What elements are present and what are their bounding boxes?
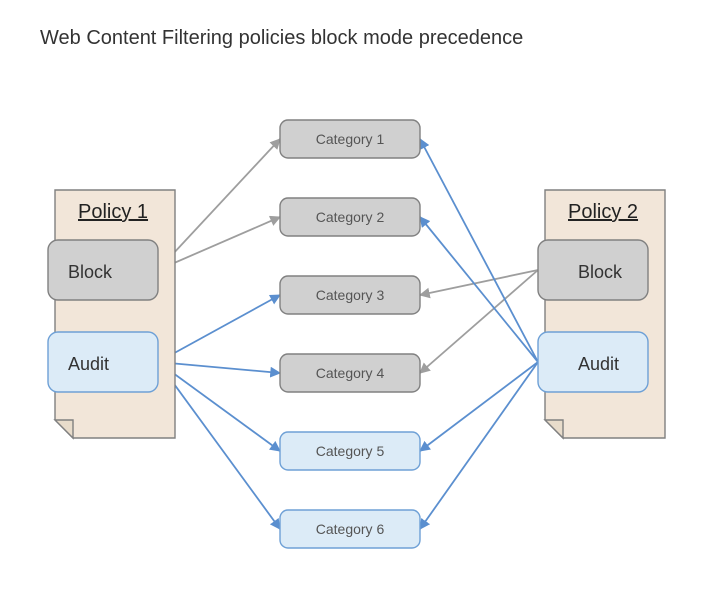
diagram-title: Web Content Filtering policies block mod… <box>40 27 523 49</box>
edge-p1-block-cat1 <box>158 139 280 270</box>
edge-p2-audit-cat6 <box>420 362 538 529</box>
edge-p2-audit-cat5 <box>420 362 538 451</box>
edge-p2-block-cat3 <box>420 270 538 295</box>
p2-block-label: Block <box>578 262 623 282</box>
cat2-label: Category 2 <box>316 209 385 225</box>
policy1: Policy 1 Block Audit <box>48 190 175 438</box>
edge-p2-audit-cat2 <box>420 217 538 362</box>
policy1-title: Policy 1 <box>78 201 148 223</box>
cat5-label: Category 5 <box>316 443 385 459</box>
edge-p1-audit-cat5 <box>158 362 280 451</box>
edge-p1-audit-cat6 <box>158 362 280 529</box>
diagram-canvas: Web Content Filtering policies block mod… <box>0 0 714 598</box>
edge-p1-audit-cat4 <box>158 362 280 373</box>
policy2-title: Policy 2 <box>568 201 638 223</box>
cat6-label: Category 6 <box>316 521 385 537</box>
p1-block-label: Block <box>68 262 113 282</box>
edge-p1-block-cat2 <box>158 217 280 270</box>
cat1-label: Category 1 <box>316 131 385 147</box>
policy2: Policy 2 Block Audit <box>538 190 665 438</box>
p2-audit-label: Audit <box>578 354 619 374</box>
p1-audit-label: Audit <box>68 354 109 374</box>
edge-p1-audit-cat3 <box>158 295 280 362</box>
edge-p2-block-cat4 <box>420 270 538 373</box>
edge-p2-audit-cat1 <box>420 139 538 362</box>
cat3-label: Category 3 <box>316 287 385 303</box>
cat4-label: Category 4 <box>316 365 385 381</box>
